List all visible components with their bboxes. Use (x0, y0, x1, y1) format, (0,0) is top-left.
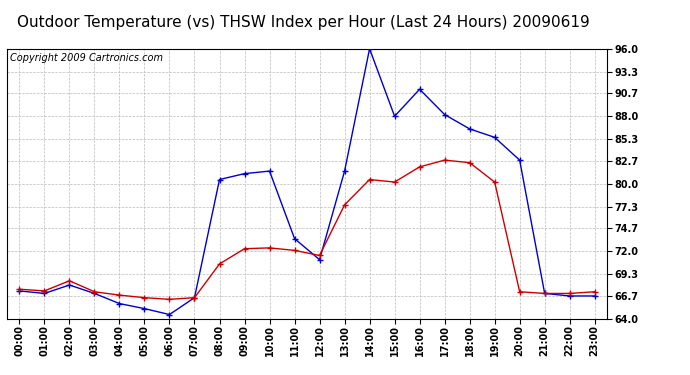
Text: Outdoor Temperature (vs) THSW Index per Hour (Last 24 Hours) 20090619: Outdoor Temperature (vs) THSW Index per … (17, 15, 590, 30)
Text: Copyright 2009 Cartronics.com: Copyright 2009 Cartronics.com (10, 53, 163, 63)
